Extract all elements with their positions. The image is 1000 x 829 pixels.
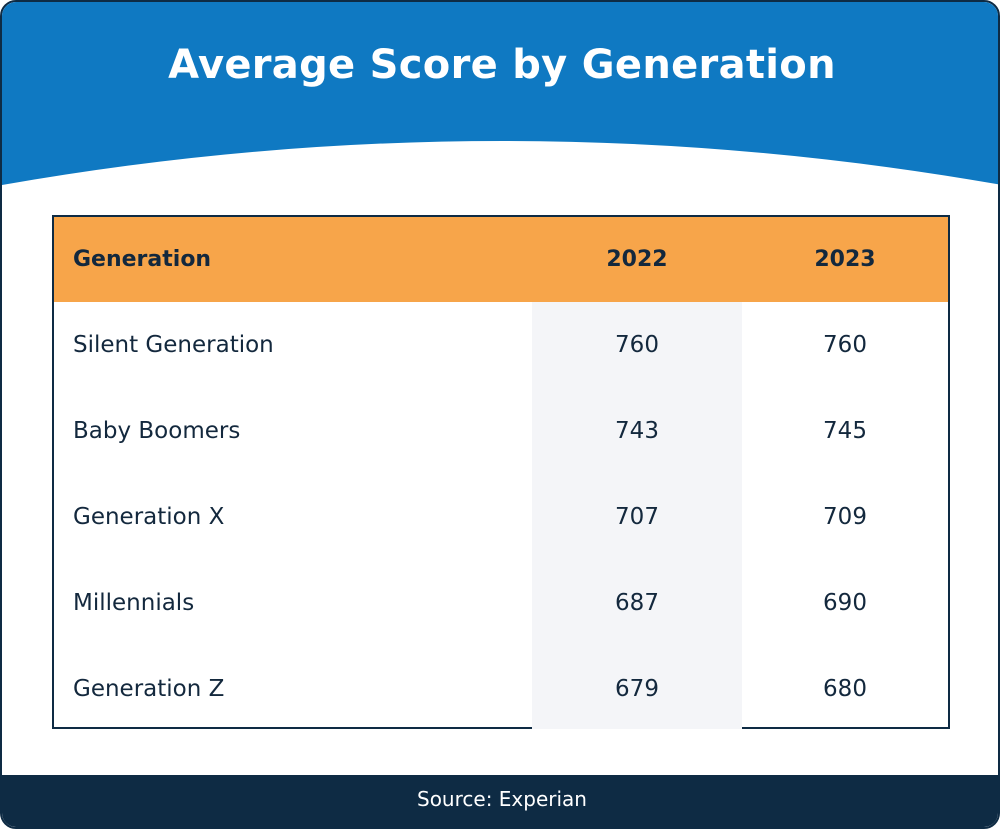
table-header-row: Generation 2022 2023 — [54, 217, 948, 302]
generation-cell: Baby Boomers — [73, 418, 241, 444]
generation-cell: Millennials — [73, 590, 195, 616]
source-footer: Source: Experian — [2, 775, 998, 827]
score-table-container: Generation 2022 2023 Silent Generation 7… — [52, 215, 950, 729]
column-header-2023: 2023 — [814, 247, 876, 272]
score-2023-cell: 760 — [823, 332, 867, 358]
score-2023-cell: 745 — [823, 418, 867, 444]
table-row: Generation Z 679 680 — [54, 646, 948, 732]
header-banner-shape — [2, 2, 998, 185]
table-row: Millennials 687 690 — [54, 560, 948, 646]
score-2022-cell: 687 — [615, 590, 659, 616]
score-2022-cell: 760 — [615, 332, 659, 358]
score-2022-cell: 707 — [615, 504, 659, 530]
source-text: Source: Experian — [417, 787, 587, 811]
column-header-2022: 2022 — [606, 247, 668, 272]
generation-cell: Generation Z — [73, 676, 225, 702]
table-row: Generation X 707 709 — [54, 474, 948, 560]
table-row: Baby Boomers 743 745 — [54, 388, 948, 474]
score-2022-cell: 679 — [615, 676, 659, 702]
score-2023-cell: 680 — [823, 676, 867, 702]
shaded-column-2022 — [532, 302, 742, 729]
score-2023-cell: 709 — [823, 504, 867, 530]
generation-cell: Silent Generation — [73, 332, 274, 358]
generation-cell: Generation X — [73, 504, 225, 530]
score-2022-cell: 743 — [615, 418, 659, 444]
column-header-generation: Generation — [73, 247, 212, 272]
score-2023-cell: 690 — [823, 590, 867, 616]
chart-title: Average Score by Generation — [168, 42, 836, 88]
table-row: Silent Generation 760 760 — [54, 302, 948, 388]
score-table: Generation 2022 2023 Silent Generation 7… — [54, 217, 948, 732]
header-banner — [2, 2, 998, 185]
